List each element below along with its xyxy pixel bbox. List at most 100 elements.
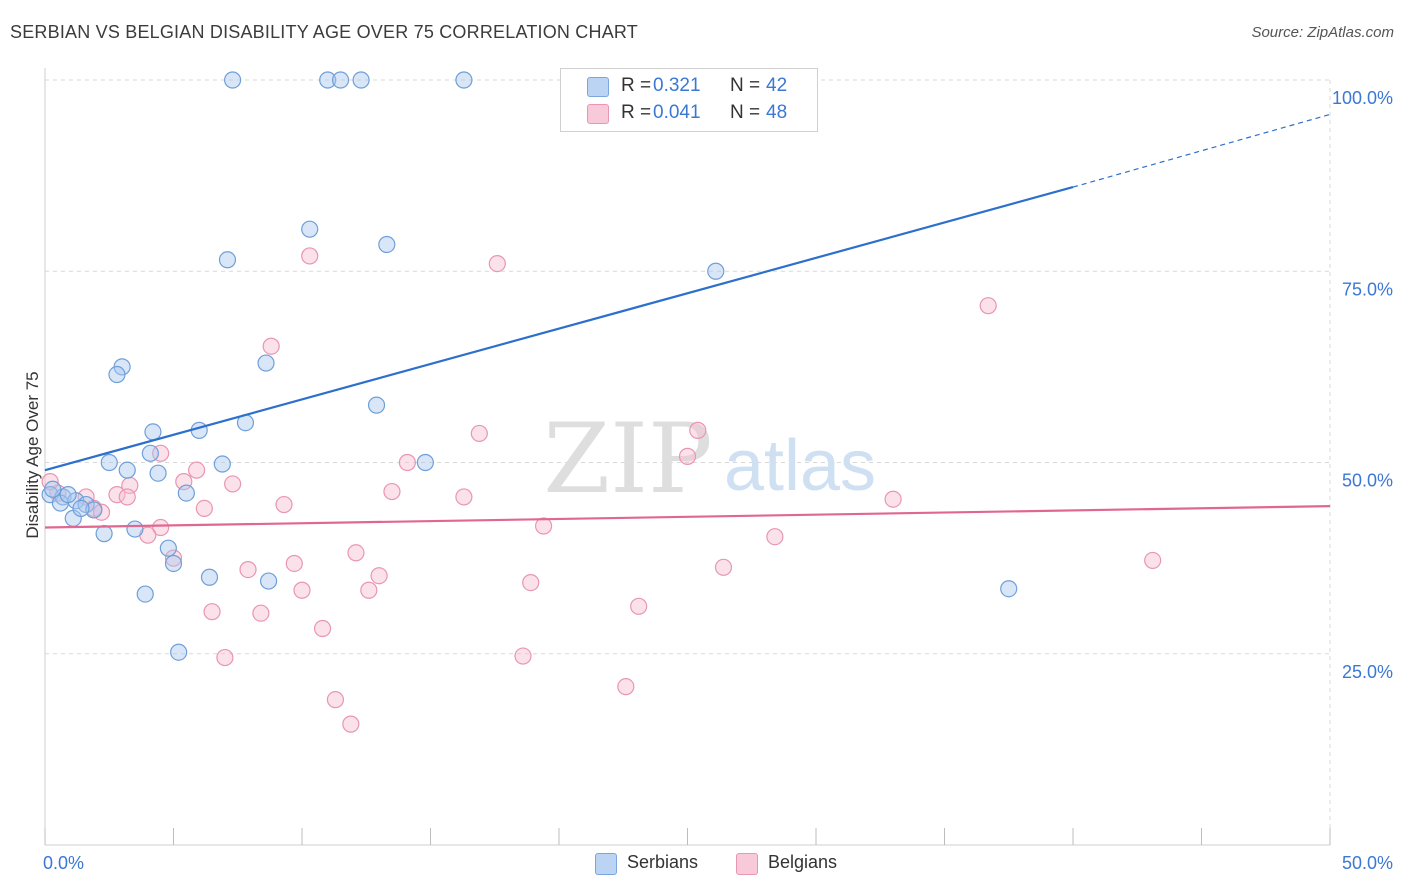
serbians-point [108, 365, 126, 384]
serbians-point [59, 486, 77, 504]
belgians-point [979, 297, 997, 315]
serbians-r-label: R = [621, 75, 652, 96]
serbians-point [218, 251, 237, 269]
belgians-point [301, 247, 319, 265]
y-tick-label: 50.0% [1342, 471, 1393, 491]
belgians-point [342, 715, 360, 733]
belgians-point [514, 647, 532, 665]
serbians-point [301, 220, 319, 238]
serbians-point [352, 71, 370, 89]
serbians-point [331, 71, 350, 89]
serbians-point [85, 501, 103, 519]
belgians-point [252, 604, 270, 622]
belgians-n-value: 48 [766, 102, 788, 123]
serbians-point [707, 262, 725, 280]
belgians-point [293, 581, 311, 599]
belgians-point [203, 603, 221, 621]
belgians-point [370, 567, 388, 585]
serbians-point [177, 484, 195, 502]
source-label: Source: ZipAtlas.com [1251, 24, 1394, 41]
x-tick-label: 50.0% [1342, 853, 1393, 873]
x-tick-label: 0.0% [43, 853, 84, 873]
belgians-point [630, 597, 648, 615]
zipatlas-watermark: ZIP atlas [543, 403, 876, 515]
belgians-point [398, 453, 416, 472]
watermark-atlas: atlas [724, 426, 876, 506]
belgians-n-label: N = [730, 102, 761, 123]
serbians-point [126, 520, 144, 538]
serbians-n-value: 42 [766, 75, 788, 96]
serbians-legend-label: Serbians [627, 852, 699, 872]
belgians-legend-label: Belgians [768, 852, 838, 872]
serbians-point [319, 71, 337, 89]
belgians-point [884, 490, 902, 508]
serbians-point [170, 643, 188, 661]
legend-row-serbians: R = 0.321 N = 42 [587, 75, 807, 99]
serbians-point [259, 572, 278, 590]
belgians-point [216, 648, 234, 667]
belgians-point [766, 528, 784, 546]
belgians-point [188, 461, 206, 479]
serbians-n-label: N = [730, 75, 761, 96]
belgians-point [1144, 551, 1162, 570]
belgians-point [617, 678, 635, 696]
belgians-r-value: 0.041 [653, 102, 701, 123]
y-tick-label: 25.0% [1342, 662, 1393, 682]
serbians-point [367, 396, 386, 414]
belgians-point [164, 549, 183, 567]
legend-item-serbians: Serbians [595, 852, 715, 876]
serbians-r-value: 0.321 [653, 75, 701, 96]
serbians-points [41, 71, 1018, 661]
serbians-point [72, 499, 90, 517]
belgians-point [275, 495, 293, 514]
serbians-point [257, 354, 275, 372]
y-tick-label: 100.0% [1332, 88, 1393, 108]
belgians-point [488, 255, 506, 273]
belgians-point [360, 581, 378, 599]
belgians-point [326, 691, 345, 709]
axes [44, 68, 1331, 846]
serbians-point [200, 568, 219, 586]
serbians-point [144, 423, 162, 441]
serbians-point [95, 525, 113, 543]
belgians-point [689, 421, 707, 439]
belgians-point [313, 619, 332, 638]
belgians-point [239, 560, 257, 579]
serbians-point [149, 464, 167, 482]
stats-legend: R = 0.321 N = 42 R = 0.041 N = 48 [560, 68, 818, 132]
legend-item-belgians: Belgians [736, 852, 856, 876]
serbians-trend-line [44, 186, 1074, 472]
belgians-point [522, 574, 540, 592]
serbians-point [44, 480, 62, 498]
serbians-point [118, 461, 136, 479]
serbians-point [136, 585, 154, 603]
belgians-points [41, 247, 1162, 733]
serbians-point [141, 444, 159, 462]
belgians-trend-line [44, 505, 1331, 529]
y-tick-label: 75.0% [1342, 279, 1393, 299]
trend-lines [44, 113, 1331, 529]
serbians-point [416, 453, 434, 472]
serbians-swatch [587, 77, 609, 97]
serbians-legend-swatch [595, 853, 617, 875]
chart-title: SERBIAN VS BELGIAN DISABILITY AGE OVER 7… [10, 22, 638, 42]
belgians-point [195, 499, 213, 517]
serbians-point [1000, 580, 1018, 598]
tick-labels: 25.0% 50.0% 75.0% 100.0% 0.0% 50.0% [43, 88, 1393, 873]
serbians-point [159, 539, 177, 557]
belgians-point [108, 486, 126, 504]
belgians-point [455, 488, 473, 506]
serbians-point [378, 235, 396, 254]
belgians-legend-swatch [736, 853, 758, 875]
belgians-point [118, 488, 136, 506]
belgians-point [347, 544, 365, 562]
belgians-point [262, 337, 280, 355]
belgians-point [534, 517, 553, 535]
belgians-point [224, 475, 242, 493]
serbians-point [100, 453, 118, 472]
belgians-point [152, 518, 170, 537]
serbians-point [224, 71, 242, 89]
belgians-point [383, 482, 401, 501]
belgians-point [714, 558, 733, 576]
